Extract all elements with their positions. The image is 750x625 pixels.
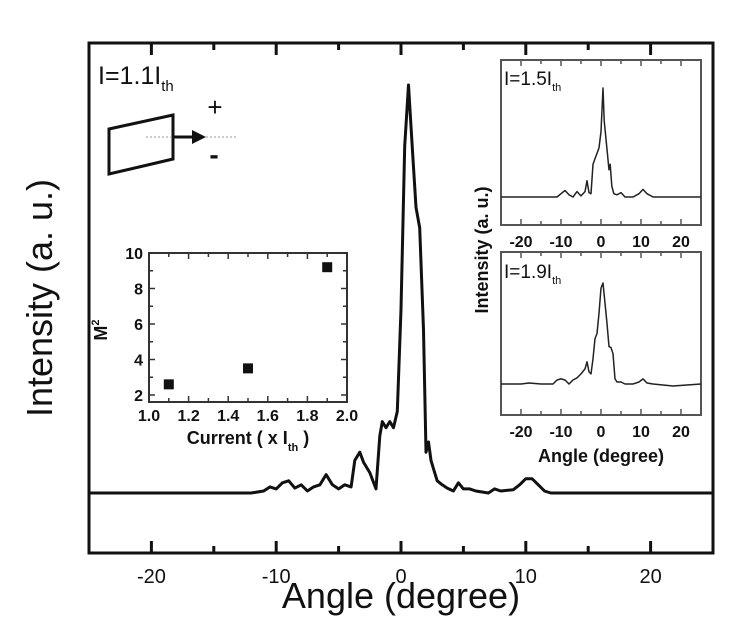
beam-arrow-head-icon — [192, 130, 206, 144]
main-intensity-curve — [89, 83, 713, 495]
x-tick-label: -20 — [509, 234, 532, 251]
x-tick-label: 20 — [672, 234, 690, 251]
m2-ticks — [148, 252, 348, 402]
angle-insets: -20 -10 0 10 20 I=1.5Ith -20 -10 0 10 20 I=1.9It… — [472, 59, 702, 466]
main-x-tick-labels: -20 -10 0 10 20 — [137, 566, 662, 588]
m2-y-tick-label: 8 — [134, 282, 143, 299]
m2-x-tick-label: 1.8 — [296, 408, 318, 425]
m2-x-tick-label: 1.2 — [177, 408, 199, 425]
inset-top-ticks — [520, 60, 682, 225]
x-tick-label: 0 — [597, 234, 606, 251]
m2-inset-frame — [148, 252, 348, 403]
m2-inset: 1.0 1.2 1.4 1.6 1.8 2.0 2 4 6 8 10 Current ( x Ith… — [90, 246, 358, 454]
main-y-axis-label: Intensity (a. u.) — [19, 179, 60, 417]
inset-bottom-annotation: I=1.9Ith — [504, 262, 561, 287]
inset-top-intensity-curve — [501, 87, 701, 198]
inset-bottom-frame — [500, 251, 702, 416]
x-tick-label: 0 — [597, 424, 606, 441]
inset-bottom: -20 -10 0 10 20 I=1.9Ith — [500, 251, 702, 441]
main-annotation: I=1.1Ith — [98, 62, 174, 95]
x-tick-label: -10 — [549, 424, 572, 441]
inset-bottom-tick-labels: -20 -10 0 10 20 — [509, 424, 690, 441]
x-tick-label: 20 — [672, 424, 690, 441]
m2-y-tick-label: 4 — [134, 353, 143, 370]
laser-facet-schematic: + - — [107, 92, 238, 176]
m2-x-tick-label: 1.4 — [217, 408, 239, 425]
inset-top: -20 -10 0 10 20 I=1.5Ith — [500, 59, 702, 251]
m2-data-point — [322, 262, 333, 273]
inset-top-annotation: I=1.5Ith — [504, 69, 561, 94]
m2-x-tick-label: 1.6 — [257, 408, 279, 425]
m2-data-point — [163, 379, 174, 390]
laser-facet-icon — [107, 113, 175, 176]
x-tick-label: -20 — [509, 424, 532, 441]
minus-sign: - — [209, 139, 218, 170]
insets-x-axis-label: Angle (degree) — [538, 446, 664, 466]
inset-bottom-intensity-curve — [501, 282, 702, 387]
x-tick-label: 10 — [515, 566, 537, 588]
main-plot: -20 -10 0 10 20 Angle (degree) Intensity (a.… — [19, 41, 715, 616]
main-x-ticks — [149, 43, 653, 553]
m2-x-tick-label: 1.0 — [138, 408, 160, 425]
x-tick-label: -10 — [262, 566, 291, 588]
m2-y-tick-label: 10 — [125, 246, 143, 263]
x-tick-label: 20 — [639, 566, 661, 588]
x-tick-label: 10 — [632, 234, 650, 251]
x-tick-label: 10 — [632, 424, 650, 441]
plus-sign: + — [207, 92, 222, 122]
x-tick-label: -10 — [549, 234, 572, 251]
insets-y-axis-label: Intensity (a. u.) — [472, 186, 492, 313]
x-tick-label: 0 — [395, 566, 406, 588]
m2-y-tick-label: 6 — [134, 317, 143, 334]
x-tick-label: -20 — [137, 566, 166, 588]
m2-x-axis-label: Current ( x Ith ) — [187, 428, 309, 454]
m2-tick-labels: 1.0 1.2 1.4 1.6 1.8 2.0 2 4 6 8 10 — [125, 246, 358, 425]
m2-y-axis-label: M2 — [90, 319, 111, 340]
m2-y-tick-label: 2 — [134, 388, 143, 405]
m2-x-tick-label: 2.0 — [336, 408, 358, 425]
main-x-axis-label: Angle (degree) — [282, 575, 520, 616]
inset-bottom-ticks — [520, 252, 682, 415]
m2-data-point — [243, 363, 253, 374]
inset-top-tick-labels: -20 -10 0 10 20 — [509, 234, 690, 251]
m2-data-points — [163, 262, 333, 390]
